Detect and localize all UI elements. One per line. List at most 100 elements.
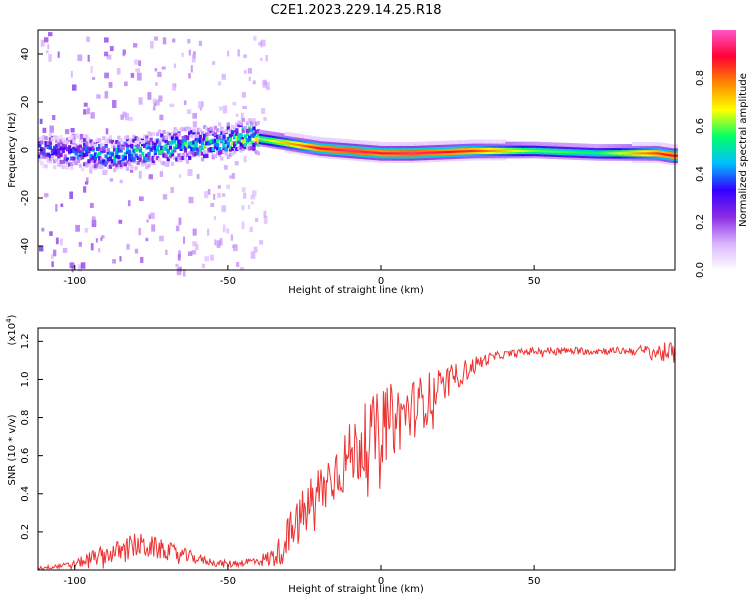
heatmap-cell: [475, 139, 479, 144]
heatmap-cell: [162, 129, 166, 134]
heatmap-cell: [588, 156, 593, 161]
heatmap-cell: [59, 135, 63, 140]
heatmap-cell: [370, 155, 374, 160]
heatmap-cell: [546, 144, 550, 149]
heatmap-cell: [477, 156, 481, 161]
heatmap-cell: [350, 141, 355, 146]
heatmap-cell: [586, 143, 591, 148]
heatmap-cell: [475, 150, 479, 155]
heatmap-cell: [235, 122, 239, 127]
heatmap-cell: [456, 150, 460, 155]
heatmap-noise-cell: [267, 86, 270, 91]
heatmap-cell: [188, 127, 192, 132]
heatmap-cell: [185, 152, 190, 157]
heatmap-cell: [338, 149, 342, 154]
heatmap-cell: [550, 150, 554, 155]
heatmap-cell: [541, 142, 546, 146]
heatmap-cell: [616, 156, 621, 161]
heatmap-cell: [93, 155, 98, 160]
heatmap-cell: [181, 152, 185, 157]
heatmap-cell: [263, 140, 267, 145]
heatmap-cell: [102, 159, 106, 164]
heatmap-cell: [456, 152, 460, 157]
heatmap-cell: [648, 146, 653, 151]
heatmap-cell: [100, 147, 104, 152]
heatmap-cell: [267, 139, 271, 144]
heatmap-cell: [314, 153, 318, 158]
heatmap-cell: [226, 122, 230, 127]
heatmap-cell: [316, 140, 320, 145]
heatmap-cell: [48, 132, 53, 137]
heatmap-cell: [531, 148, 535, 152]
heatmap-cell: [284, 146, 288, 151]
heatmap-cell: [252, 118, 256, 123]
heatmap-cell: [498, 148, 503, 152]
heatmap-cell: [200, 151, 205, 156]
heatmap-cell: [149, 132, 153, 137]
x-tick-label: 0: [378, 276, 384, 287]
heatmap-cell: [368, 153, 372, 158]
heatmap-cell: [567, 155, 571, 160]
heatmap-cell: [498, 141, 503, 146]
heatmap-cell: [614, 150, 618, 155]
heatmap-cell: [554, 144, 558, 149]
heatmap-cell: [460, 146, 464, 151]
heatmap-cell: [299, 148, 303, 153]
heatmap-cell: [381, 142, 385, 146]
heatmap-cell: [48, 137, 53, 142]
heatmap-cell: [481, 139, 486, 144]
heatmap-noise-cell: [57, 51, 60, 58]
heatmap-cell: [181, 142, 185, 147]
heatmap-cell: [507, 141, 511, 146]
heatmap-cell: [601, 154, 606, 159]
heatmap-cell: [610, 156, 614, 161]
heatmap-cell: [659, 144, 663, 149]
heatmap-noise-cell: [48, 32, 53, 37]
heatmap-cell: [391, 156, 396, 161]
heatmap-cell: [573, 151, 578, 156]
heatmap-cell: [368, 147, 372, 152]
heatmap-cell: [518, 152, 522, 157]
heatmap-cell: [398, 156, 402, 161]
heatmap-cell: [408, 154, 413, 159]
heatmap-cell: [305, 139, 310, 144]
heatmap-cell: [451, 144, 456, 149]
heatmap-cell: [436, 149, 441, 154]
heatmap-cell: [260, 132, 265, 137]
heatmap-cell: [533, 154, 537, 159]
heatmap-cell: [267, 141, 271, 146]
heatmap-cell: [584, 154, 588, 159]
heatmap-cell: [638, 156, 642, 161]
heatmap-noise-cell: [89, 166, 93, 174]
heatmap-cell: [207, 147, 211, 152]
heatmap-noise-cell: [196, 174, 200, 180]
heatmap-cell: [663, 157, 668, 162]
heatmap-cell: [642, 152, 646, 157]
heatmap-cell: [230, 146, 235, 151]
heatmap-cell: [316, 153, 320, 158]
heatmap-cell: [303, 134, 308, 139]
heatmap-cell: [226, 136, 230, 141]
heatmap-cell: [138, 157, 143, 162]
heatmap-cell: [179, 139, 183, 144]
heatmap-cell: [618, 146, 623, 151]
heatmap-cell: [303, 138, 308, 143]
heatmap-cell: [316, 143, 320, 148]
heatmap-cell: [192, 140, 196, 145]
heatmap-cell: [561, 146, 565, 151]
heatmap-noise-cell: [86, 177, 89, 183]
heatmap-cell: [383, 148, 387, 153]
heatmap-cell: [284, 148, 288, 153]
heatmap-cell: [400, 152, 404, 157]
heatmap-cell: [280, 143, 284, 148]
heatmap-cell: [42, 154, 46, 159]
heatmap-cell: [541, 144, 546, 149]
heatmap-noise-cell: [162, 37, 167, 45]
heatmap-cell: [265, 139, 269, 144]
heatmap-cell: [263, 132, 267, 137]
heatmap-cell: [468, 146, 473, 151]
heatmap-cell: [288, 138, 293, 143]
heatmap-cell: [108, 135, 113, 140]
heatmap-cell: [230, 151, 235, 156]
heatmap-cell: [215, 128, 220, 133]
